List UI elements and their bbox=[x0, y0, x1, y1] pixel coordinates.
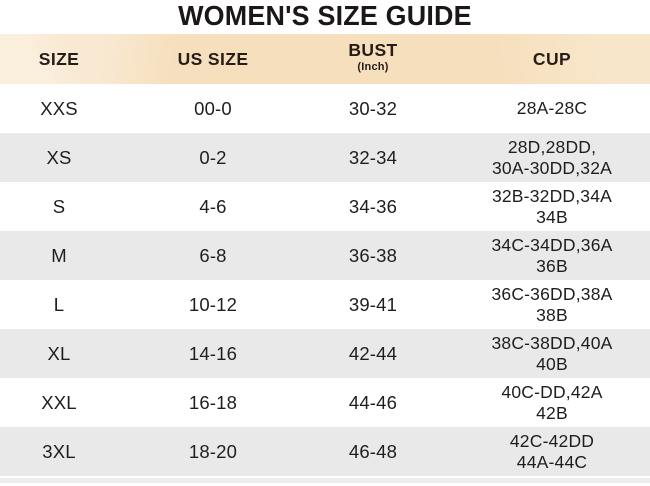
size-cell: M bbox=[51, 244, 67, 266]
bust-cell: 42-44 bbox=[348, 342, 398, 364]
table-row: S 4-6 34-36 32B-32DD,34A 34B bbox=[0, 182, 650, 231]
cup-cell: 38C-38DD,40A 40B bbox=[491, 332, 613, 374]
us-size-cell: 4-6 bbox=[199, 195, 227, 217]
bust-cell: 30-32 bbox=[348, 97, 398, 119]
column-header-bust: BUST (Inch) bbox=[308, 40, 438, 76]
column-header-bust-unit: (Inch) bbox=[357, 61, 389, 73]
table-row: M 6-8 36-38 34C-34DD,36A 36B bbox=[0, 231, 650, 280]
column-header-cup: CUP bbox=[532, 48, 572, 69]
size-cell: XS bbox=[46, 146, 72, 168]
bust-cell: 32-34 bbox=[348, 146, 398, 168]
bust-cell: 34-36 bbox=[348, 195, 398, 217]
table-row: XS 0-2 32-34 28D,28DD, 30A-30DD,32A bbox=[0, 133, 650, 182]
size-cell: 3XL bbox=[42, 440, 76, 462]
cup-cell: 28D,28DD, 30A-30DD,32A bbox=[491, 136, 613, 178]
cup-cell: 32B-32DD,34A 34B bbox=[491, 185, 613, 227]
bust-cell: 36-38 bbox=[348, 244, 398, 266]
us-size-cell: 6-8 bbox=[199, 244, 227, 266]
bust-cell: 39-41 bbox=[348, 293, 398, 315]
bust-cell: 44-46 bbox=[348, 391, 398, 413]
title-band: WOMEN'S SIZE GUIDE bbox=[0, 0, 650, 34]
column-header-bust-label: BUST bbox=[348, 40, 398, 60]
table-row: XXL 16-18 44-46 40C-DD,42A 42B bbox=[0, 378, 650, 427]
cup-cell: 34C-34DD,36A 36B bbox=[491, 234, 613, 276]
table-row: XXS 00-0 30-32 28A-28C bbox=[0, 84, 650, 133]
column-header-size: SIZE bbox=[38, 48, 80, 69]
cup-cell: 36C-36DD,38A 38B bbox=[491, 283, 613, 325]
table-row: XL 14-16 42-44 38C-38DD,40A 40B bbox=[0, 329, 650, 378]
cup-cell: 40C-DD,42A 42B bbox=[501, 381, 603, 423]
bust-cell: 46-48 bbox=[348, 440, 398, 462]
us-size-cell: 0-2 bbox=[199, 146, 227, 168]
us-size-cell: 00-0 bbox=[194, 97, 232, 119]
size-cell: XXL bbox=[41, 391, 77, 413]
us-size-cell: 16-18 bbox=[188, 391, 238, 413]
cup-cell: 42C-42DD 44A-44C bbox=[509, 430, 595, 472]
us-size-cell: 18-20 bbox=[188, 440, 238, 462]
table-header-row: SIZE US SIZE BUST (Inch) CUP bbox=[0, 34, 650, 84]
column-header-us-size: US SIZE bbox=[177, 48, 249, 69]
cup-cell: 28A-28C bbox=[516, 98, 588, 118]
table-row: 3XL 18-20 46-48 42C-42DD 44A-44C bbox=[0, 427, 650, 476]
size-cell: XXS bbox=[40, 97, 78, 119]
size-cell: L bbox=[53, 293, 65, 315]
us-size-cell: 14-16 bbox=[188, 342, 238, 364]
cut-off-next-row bbox=[0, 476, 650, 486]
us-size-cell: 10-12 bbox=[188, 293, 238, 315]
size-cell: XL bbox=[47, 342, 71, 364]
size-cell: S bbox=[52, 195, 66, 217]
table-row: L 10-12 39-41 36C-36DD,38A 38B bbox=[0, 280, 650, 329]
page-title: WOMEN'S SIZE GUIDE bbox=[178, 0, 472, 31]
